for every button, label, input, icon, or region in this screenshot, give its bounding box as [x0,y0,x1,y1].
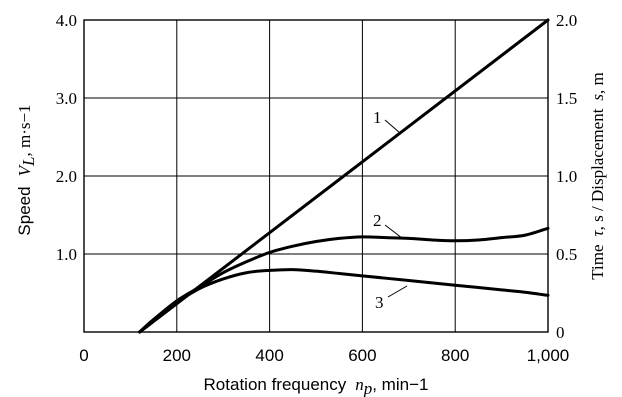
x-tick-label: 0 [79,346,88,365]
leader-line-3 [387,285,408,298]
y-left-tick-labels: 4.0 3.0 2.0 1.0 [56,11,77,264]
y-left-tick-label: 3.0 [56,89,77,108]
y-right-axis-title-part-c: , m [588,72,607,94]
series-label-3: 3 [375,293,384,312]
grid [84,20,548,332]
y-right-tick-label: 0 [556,323,565,342]
x-tick-label: 1,000 [527,346,570,365]
y-left-axis-title-subscript: L [19,157,38,167]
y-left-axis-title-symbol: V [15,163,34,176]
leader-line-1 [384,119,401,134]
x-axis-title: Rotation frequency np, min−1 [204,375,429,397]
y-right-tick-label: 1.5 [556,89,577,108]
y-right-tick-label: 2.0 [556,11,577,30]
x-axis-title-subscript: p [363,379,373,397]
series-line-3 [138,268,550,334]
x-tick-labels: 0 200 400 600 800 1,000 [79,346,569,365]
plot-frame [83,19,549,333]
x-axis-title-unit: , min−1 [372,375,428,394]
y-left-tick-label: 1.0 [56,245,77,264]
x-tick-label: 800 [441,346,469,365]
y-right-axis-title-symbol-2: s [588,94,607,101]
x-axis-title-text: Rotation frequency [204,375,347,394]
leader-line-2 [384,224,403,239]
y-right-axis-title: Time τ, s / Displacement s, m [588,72,607,280]
y-right-axis-title-symbol-1: τ [588,229,607,236]
x-tick-label: 200 [163,346,191,365]
y-right-tick-labels: 2.0 1.5 1.0 0.5 0 [556,11,577,342]
x-tick-label: 400 [255,346,283,365]
x-tick-label: 600 [348,346,376,365]
y-left-axis-title-unit: , m·s−1 [15,104,34,156]
y-right-tick-label: 1.0 [556,167,577,186]
x-axis-title-symbol: n [355,375,364,394]
y-right-axis-title-part-b: , s / Displacement [588,108,607,230]
series-label-1: 1 [373,108,382,127]
series-group [138,18,550,334]
y-left-axis-title: Speed VL, m·s−1 [15,104,38,235]
series-label-2: 2 [373,211,382,230]
y-left-axis-title-text: Speed [15,186,34,235]
y-left-tick-label: 4.0 [56,11,77,30]
y-right-tick-label: 0.5 [556,245,577,264]
y-right-axis-title-part-a: Time [588,244,607,279]
y-left-tick-label: 2.0 [56,167,77,186]
